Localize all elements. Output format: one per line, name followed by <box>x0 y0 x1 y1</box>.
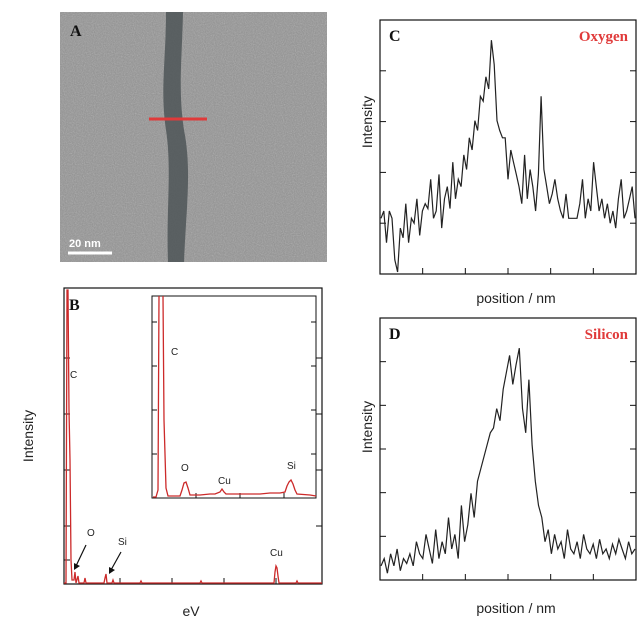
inset-frame <box>151 295 317 499</box>
panel-d-frame <box>379 317 637 581</box>
inset-peak-cu: Cu <box>218 476 231 487</box>
panel-c-label: C <box>389 28 401 45</box>
panel-c-frame <box>379 19 637 275</box>
panel-c-xlabel: position / nm <box>476 290 555 306</box>
panel-a: 20 nm A <box>60 12 327 262</box>
edx-spectrum <box>64 289 322 584</box>
panel-d-xlabel: position / nm <box>476 600 555 616</box>
edx-peak-si: Si <box>118 537 127 548</box>
silicon-trace <box>380 347 636 574</box>
inset-spectrum <box>153 295 317 498</box>
edx-peak-o: O <box>87 528 95 539</box>
panel-a-label: A <box>70 23 82 40</box>
edx-peak-cu: Cu <box>270 548 283 559</box>
nanowire <box>163 12 189 262</box>
edx-inset: C O Cu Si <box>151 295 317 499</box>
arrow-o <box>75 544 87 567</box>
inset-peak-c: C <box>171 347 178 358</box>
inset-peak-o: O <box>181 463 189 474</box>
panel-d-ylabel: Intensity <box>359 401 375 453</box>
panel-b-xlabel: eV <box>182 603 200 619</box>
tem-noise <box>60 12 327 262</box>
arrow-o-head <box>74 563 80 570</box>
panel-d: D Silicon Intensity position / nm <box>359 317 637 616</box>
panel-c-ylabel: Intensity <box>359 96 375 148</box>
panel-d-element: Silicon <box>585 327 629 343</box>
arrow-si-head <box>109 567 115 574</box>
panel-c-element: Oxygen <box>579 29 629 45</box>
panel-d-label: D <box>389 326 401 343</box>
panel-d-ticks <box>380 361 636 580</box>
oxygen-trace <box>380 40 636 273</box>
scalebar-label: 20 nm <box>69 238 101 250</box>
panel-c: C Oxygen Intensity position / nm <box>359 19 637 306</box>
panel-b-label: B <box>69 297 80 314</box>
arrow-si <box>110 551 122 571</box>
panel-b-ylabel: Intensity <box>20 410 36 462</box>
panel-b: C O Si Cu C O Cu Si B Intensity e <box>20 287 323 619</box>
edx-peak-c: C <box>70 370 77 381</box>
panel-b-frame <box>63 287 323 585</box>
inset-peak-si: Si <box>287 461 296 472</box>
